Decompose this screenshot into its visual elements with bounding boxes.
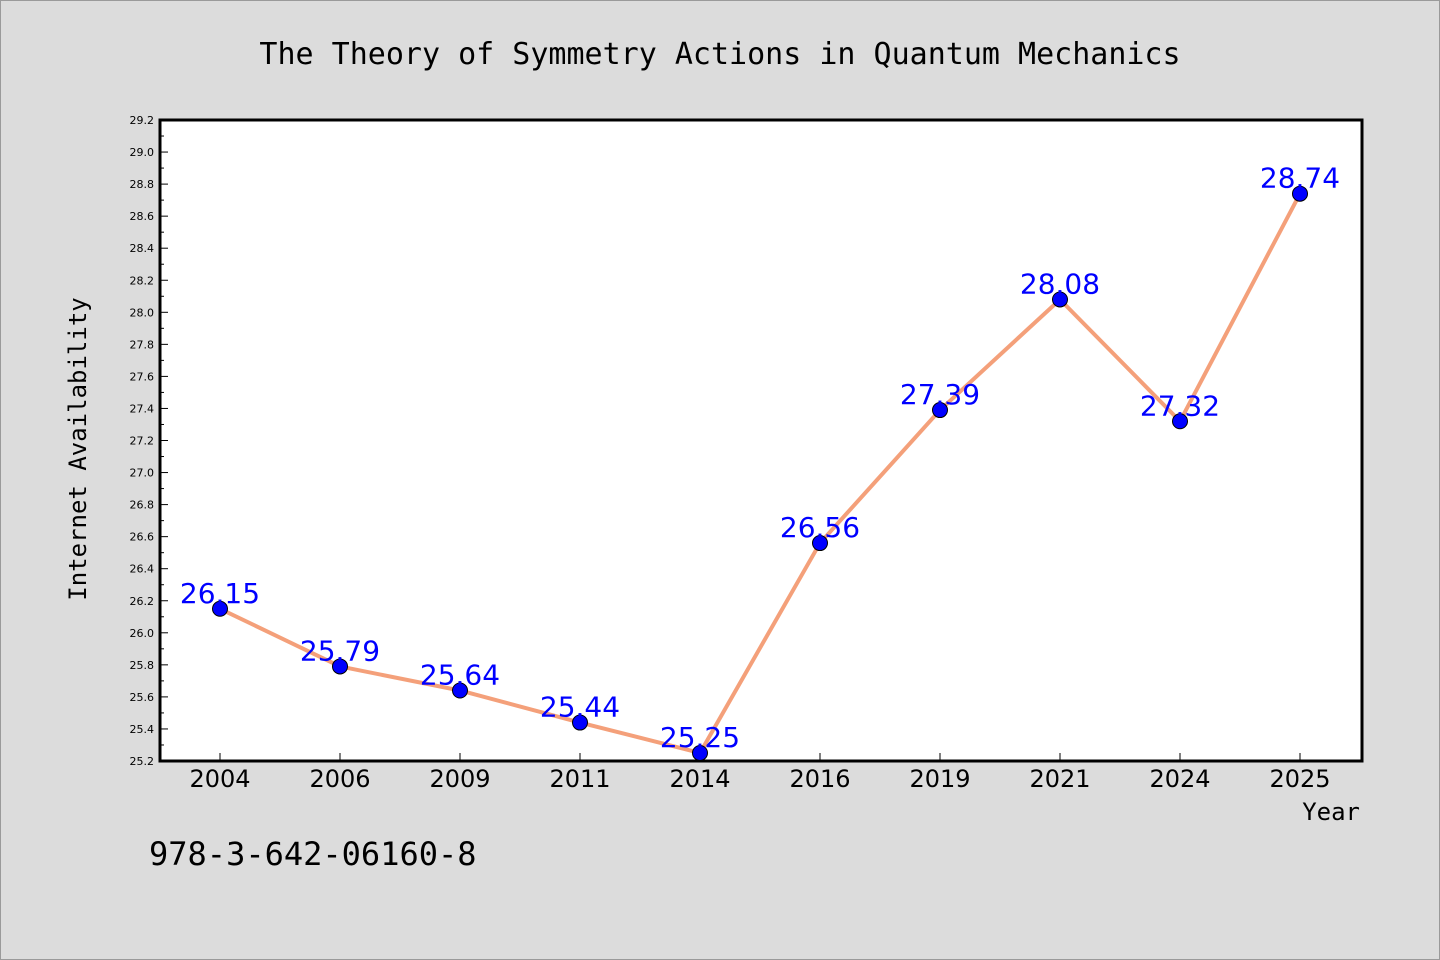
data-point [212, 600, 228, 617]
data-point [452, 682, 468, 699]
data-label: 26.15 [180, 577, 260, 610]
data-point [932, 402, 948, 419]
y-tick-label: 29.0 [130, 146, 155, 159]
y-tick-label: 26.0 [130, 627, 155, 640]
x-tick-label: 2019 [909, 765, 970, 793]
x-tick-label: 2014 [669, 765, 730, 793]
series-layer: 26.15 25.79 25.64 25.44 25.25 26.56 27.39 28.08… [180, 162, 1340, 761]
x-tick-label: 2024 [1149, 765, 1210, 793]
data-label: 28.74 [1260, 162, 1340, 195]
y-tick-label: 25.2 [130, 755, 155, 768]
y-axis-label: Internet Availability [64, 297, 92, 600]
x-tick-label: 2025 [1269, 765, 1330, 793]
data-point [1292, 185, 1308, 202]
y-tick-label: 26.2 [130, 595, 155, 608]
data-point [1052, 291, 1068, 308]
x-tick-label: 2016 [789, 765, 850, 793]
y-tick-label: 28.2 [130, 274, 155, 287]
data-label: 26.56 [780, 511, 860, 544]
isbn-text: 978-3-642-06160-8 [149, 835, 477, 873]
x-axis: 2004 2006 2009 2011 2014 2016 2019 2021 2024 2025 [189, 753, 1331, 793]
data-label: 28.08 [1020, 267, 1100, 300]
y-tick-label: 28.6 [130, 210, 155, 223]
data-point [1172, 413, 1188, 430]
x-tick-label: 2011 [549, 765, 610, 793]
y-tick-label: 25.8 [130, 659, 155, 672]
y-tick-label: 25.4 [130, 723, 155, 736]
y-tick-label: 27.4 [130, 402, 155, 415]
data-label: 25.79 [300, 634, 380, 667]
y-tick-label: 27.2 [130, 435, 155, 448]
y-tick-label: 28.4 [130, 242, 155, 255]
y-tick-label: 28.8 [130, 178, 155, 191]
y-tick-label: 27.8 [130, 338, 155, 351]
data-point [812, 535, 828, 552]
y-tick-label: 28.0 [130, 306, 155, 319]
plot-area [158, 118, 1364, 763]
data-label: 25.25 [660, 721, 740, 754]
series-line [219, 192, 1302, 755]
data-point [692, 744, 708, 761]
y-tick-label: 26.4 [130, 563, 155, 576]
data-point [572, 714, 588, 731]
y-tick-label: 26.6 [130, 531, 155, 544]
x-tick-label: 2021 [1029, 765, 1090, 793]
data-label: 25.64 [420, 658, 500, 691]
data-label: 27.32 [1140, 389, 1220, 422]
x-tick-label: 2009 [429, 765, 490, 793]
x-axis-label: Year [1302, 798, 1360, 826]
x-tick-label: 2004 [189, 765, 250, 793]
data-label: 25.44 [540, 691, 620, 724]
data-label: 27.39 [900, 378, 980, 411]
y-tick-label: 25.6 [130, 691, 155, 704]
data-point [332, 658, 348, 675]
y-tick-label: 27.6 [130, 370, 155, 383]
x-tick-label: 2006 [309, 765, 370, 793]
y-tick-label: 29.2 [130, 114, 155, 127]
y-axis: 25.2 25.4 25.6 25.8 26.0 26.2 26.4 26.6 26.8 27.0… [130, 114, 168, 768]
chart-title: The Theory of Symmetry Actions in Quantu… [259, 37, 1180, 72]
y-tick-label: 27.0 [130, 467, 155, 480]
y-tick-label: 26.8 [130, 499, 155, 512]
